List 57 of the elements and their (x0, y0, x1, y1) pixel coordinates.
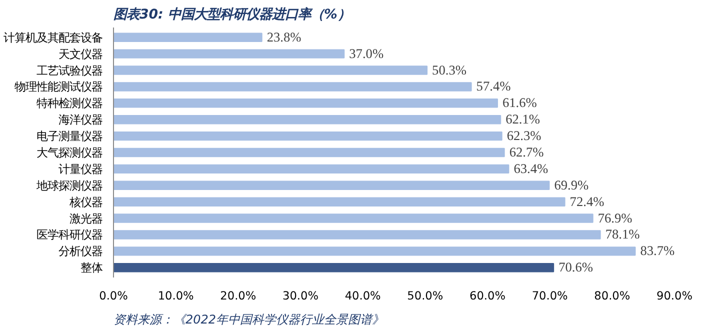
y-tick-label: 整体 (80, 260, 102, 275)
x-tick-label: 50.0% (407, 288, 444, 302)
x-tick-label: 20.0% (220, 288, 256, 302)
data-label: 78.1% (605, 226, 640, 242)
data-label: 62.3% (506, 128, 542, 144)
data-label: 61.6% (502, 95, 537, 110)
bar (114, 32, 262, 42)
bar (114, 164, 510, 174)
bar (114, 230, 601, 240)
y-tick-label: 物理性能测试仪器 (14, 80, 102, 94)
bar (114, 66, 428, 75)
x-tick-label: 90.0% (656, 288, 693, 302)
x-tick-label: 0.0% (99, 288, 128, 302)
y-tick-label: 核仪器 (68, 194, 102, 209)
x-tick-label: 80.0% (594, 288, 630, 302)
data-label: 50.3% (432, 62, 466, 78)
bar (114, 82, 472, 92)
bar (114, 197, 566, 206)
y-tick-label: 计量仪器 (58, 162, 102, 176)
x-tick-label: 30.0% (282, 288, 319, 302)
y-tick-label: 电子测量仪器 (36, 129, 102, 144)
x-tick-label: 70.0% (532, 288, 568, 302)
x-tick-label: 40.0% (344, 288, 382, 302)
y-tick-label: 工艺试验仪器 (36, 63, 102, 78)
bar (114, 148, 505, 158)
data-label: 23.8% (266, 29, 302, 44)
data-label: 83.7% (640, 243, 675, 258)
text: 资料来源：《2022年中国科学仪器行业全景图谱》 (114, 312, 384, 326)
bar (114, 114, 502, 124)
data-label: 70.6% (558, 260, 594, 275)
y-tick-label: 医学科研仪器 (36, 228, 102, 242)
x-tick-label: 60.0% (470, 288, 506, 302)
y-tick-label: 大气探测仪器 (36, 146, 102, 160)
y-tick-label: 激光器 (70, 211, 102, 226)
bar (114, 180, 550, 190)
y-tick-label: 海洋仪器 (58, 112, 102, 127)
y-tick-label: 地球探测仪器 (36, 178, 102, 192)
x-tick-label: 10.0% (158, 288, 194, 302)
data-label: 62.1% (506, 112, 540, 127)
data-label: 37.0% (349, 46, 384, 61)
bar (114, 263, 554, 272)
data-label: 69.9% (554, 177, 589, 192)
data-label: 63.4% (514, 160, 548, 176)
y-tick-label: 分析仪器 (58, 244, 102, 258)
y-tick-label: 计算机及其配套设备 (4, 30, 102, 44)
y-tick-label: 特种检测仪器 (36, 96, 102, 110)
chart-title: 图表30: 中国大型科研仪器进口率（%） (114, 6, 350, 22)
bar (114, 98, 498, 108)
bar (114, 246, 636, 256)
data-label: 57.4% (476, 78, 511, 94)
data-label: 72.4% (570, 194, 604, 209)
data-label: 76.9% (598, 210, 632, 226)
bar (114, 49, 345, 58)
bar (114, 214, 594, 223)
data-label: 62.7% (509, 144, 544, 160)
bar (114, 131, 502, 141)
y-tick-label: 天文仪器 (58, 46, 102, 61)
